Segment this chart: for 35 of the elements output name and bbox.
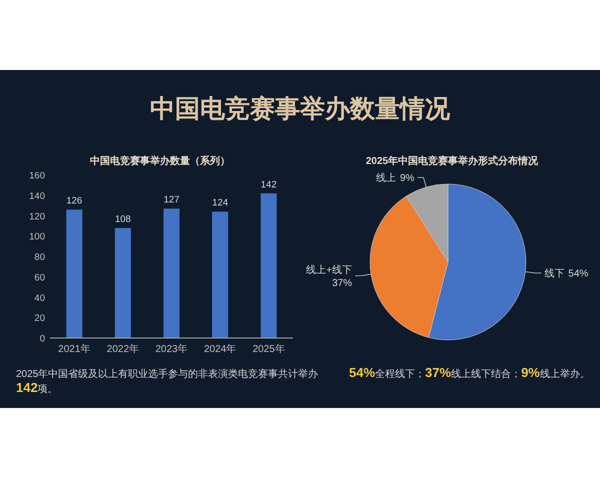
data-label: 9% xyxy=(400,172,415,184)
text: 54%全程线下；37%线上线下结合；9%线上举办。 xyxy=(349,365,590,380)
chart-subtitle: 中国电竞赛事举办数量（系列） xyxy=(90,155,230,167)
bar xyxy=(163,208,180,338)
y-tick-label: 0 xyxy=(40,334,45,344)
chart-title: 2025年中国电竞赛事举办形式分布情况 xyxy=(366,155,540,167)
bar xyxy=(66,210,82,338)
chart-title: 中国电竞赛事举办数量情况 xyxy=(150,95,451,123)
y-tick-label: 20 xyxy=(34,313,45,324)
slice-label: 线上 xyxy=(376,172,396,184)
data-label: 142 xyxy=(260,179,277,190)
bar xyxy=(114,228,131,338)
text: 2025年中国省级及以上有职业选手参与的非表演类电竞赛事共计举办142项。 xyxy=(16,368,318,395)
y-tick-label: 100 xyxy=(29,232,45,243)
x-tick-label: 2021年 xyxy=(58,343,90,355)
x-tick-label: 2023年 xyxy=(155,343,188,355)
x-tick-label: 2024年 xyxy=(204,343,236,355)
data-label: 124 xyxy=(212,198,228,209)
y-tick-label: 80 xyxy=(34,252,45,263)
bar xyxy=(260,193,277,338)
x-tick-label: 2022年 xyxy=(106,343,140,355)
data-label: 54% xyxy=(568,268,588,280)
data-label: 108 xyxy=(114,214,131,225)
y-tick-label: 160 xyxy=(29,170,45,182)
slice-label: 线上+线下 xyxy=(306,264,352,276)
y-tick-label: 140 xyxy=(29,190,45,202)
y-tick-label: 40 xyxy=(34,292,45,304)
data-label: 37% xyxy=(332,278,352,289)
bar xyxy=(212,212,228,338)
y-tick-label: 60 xyxy=(34,272,45,284)
x-tick-label: 2025年 xyxy=(252,343,285,355)
data-label: 126 xyxy=(66,196,82,207)
data-label: 127 xyxy=(164,194,180,206)
y-tick-label: 120 xyxy=(29,211,45,222)
slice-label: 线下 xyxy=(544,268,564,280)
